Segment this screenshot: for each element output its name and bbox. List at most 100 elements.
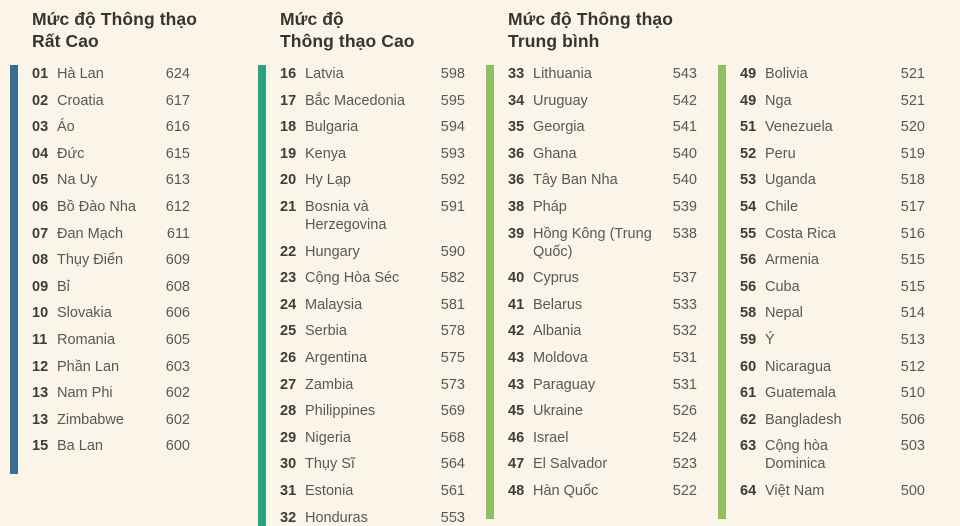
rank-number: 53 [740, 172, 757, 189]
rank-number: 25 [280, 323, 297, 340]
proficiency-score: 543 [672, 66, 697, 82]
rank-number: 40 [508, 270, 525, 287]
country-name: Croatia [57, 92, 104, 109]
ranking-row: 21 Bosnia và Herzegovina 591 [280, 198, 465, 234]
proficiency-score: 617 [165, 92, 190, 109]
proficiency-score: 591 [440, 198, 465, 215]
country-name: El Salvador [533, 456, 608, 473]
proficiency-score: 590 [440, 243, 465, 260]
country-name: Bangladesh [765, 411, 842, 428]
ranking-row: 46 Israel 524 [508, 429, 697, 447]
rank-number: 01 [32, 66, 49, 82]
proficiency-score: 602 [165, 385, 190, 402]
proficiency-score: 526 [672, 403, 697, 420]
ranking-row: 54 Chile 517 [740, 198, 925, 216]
proficiency-score: 581 [440, 296, 465, 313]
rank-number: 45 [508, 403, 525, 420]
rank-number: 49 [740, 66, 757, 82]
ranking-row: 26 Argentina 575 [280, 349, 465, 367]
rank-number: 06 [32, 198, 49, 215]
rank-number: 05 [32, 172, 49, 189]
rank-number: 39 [508, 225, 525, 242]
proficiency-score: 515 [900, 252, 925, 269]
rank-number: 63 [740, 438, 757, 455]
country-name: Hồng Kông (Trung Quốc) [533, 225, 652, 260]
ranking-row: 18 Bulgaria 594 [280, 118, 465, 136]
rank-number: 46 [508, 429, 525, 446]
proficiency-score: 503 [900, 438, 925, 455]
proficiency-score: 593 [440, 145, 465, 162]
country-name: Áo [57, 119, 75, 136]
proficiency-score: 531 [672, 376, 697, 393]
ranking-row: 08 Thụy Điển 609 [32, 251, 190, 269]
proficiency-score: 540 [672, 172, 697, 189]
rank-number: 48 [508, 482, 525, 499]
ranking-row: 31 Estonia 561 [280, 482, 465, 500]
ranking-row: 04 Đức 615 [32, 145, 190, 163]
ranking-row: 39 Hồng Kông (Trung Quốc) 538 [508, 225, 697, 261]
ranking-row: 48 Hàn Quốc 522 [508, 482, 697, 500]
column-header: Mức độ Thông thạo Cao [280, 9, 415, 51]
country-name: Cộng hòa Dominica [765, 438, 828, 473]
rank-number: 27 [280, 376, 297, 393]
ranking-row: 36 Ghana 540 [508, 145, 697, 163]
country-name: Na Uy [57, 172, 98, 189]
country-name: Việt Nam [765, 482, 825, 499]
country-name: Nga [765, 92, 792, 109]
ranking-rows: 33 Lithuania 543 34 Uruguay 542 35 Georg… [494, 65, 697, 519]
column-header [740, 8, 925, 65]
proficiency-band-bar [258, 65, 266, 526]
country-name: Phần Lan [57, 358, 120, 375]
rank-number: 60 [740, 358, 757, 375]
rank-number: 33 [508, 66, 525, 82]
country-name: Romania [57, 331, 116, 348]
country-name: Belarus [533, 296, 583, 313]
country-name: Chile [765, 198, 799, 215]
country-name: Tây Ban Nha [533, 172, 618, 189]
proficiency-score: 612 [165, 198, 190, 215]
proficiency-score: 553 [440, 509, 465, 526]
country-name: Bồ Đào Nha [57, 198, 136, 215]
ranking-row: 35 Georgia 541 [508, 118, 697, 136]
rank-number: 54 [740, 198, 757, 215]
country-name: Bắc Macedonia [305, 92, 405, 109]
country-name: Paraguay [533, 376, 596, 393]
country-name: Nicaragua [765, 358, 832, 375]
rank-number: 58 [740, 305, 757, 322]
ranking-row: 43 Paraguay 531 [508, 376, 697, 394]
column-header: Mức độ Thông thạo Rất Cao [32, 9, 198, 51]
rank-number: 36 [508, 145, 525, 162]
ranking-row: 42 Albania 532 [508, 322, 697, 340]
ranking-row: 13 Zimbabwe 602 [32, 411, 190, 429]
ranking-row: 41 Belarus 533 [508, 296, 697, 314]
country-name: Pháp [533, 198, 567, 215]
ranking-row: 09 Bỉ 608 [32, 278, 190, 296]
country-name: Albania [533, 323, 582, 340]
proficiency-score: 514 [900, 305, 925, 322]
rank-number: 19 [280, 145, 297, 162]
proficiency-band-bar [10, 65, 18, 474]
country-name: Guatemala [765, 385, 836, 402]
rank-number: 09 [32, 278, 49, 295]
country-name: Ukraine [533, 403, 583, 420]
ranking-row: 11 Romania 605 [32, 331, 190, 349]
ranking-row: 53 Uganda 518 [740, 171, 925, 189]
rank-number: 36 [508, 172, 525, 189]
rank-number: 49 [740, 92, 757, 109]
ranking-row: 13 Nam Phi 602 [32, 384, 190, 402]
ranking-row: 24 Malaysia 581 [280, 296, 465, 314]
proficiency-score: 615 [165, 145, 190, 162]
country-name: Zimbabwe [57, 411, 124, 428]
ranking-row: 03 Áo 616 [32, 118, 190, 136]
ranking-row: 38 Pháp 539 [508, 198, 697, 216]
rank-number: 42 [508, 323, 525, 340]
proficiency-column-moderate-continued: 49 Bolivia 521 49 Nga 521 51 Venezuela 5… [718, 8, 925, 519]
column-list: 16 Latvia 598 17 Bắc Macedonia 595 18 Bu… [258, 65, 465, 526]
ranking-row: 47 El Salvador 523 [508, 455, 697, 473]
proficiency-score: 512 [900, 358, 925, 375]
ranking-rows: 16 Latvia 598 17 Bắc Macedonia 595 18 Bu… [266, 65, 465, 526]
rank-number: 15 [32, 438, 49, 455]
country-name: Nam Phi [57, 385, 113, 402]
proficiency-score: 519 [900, 145, 925, 162]
